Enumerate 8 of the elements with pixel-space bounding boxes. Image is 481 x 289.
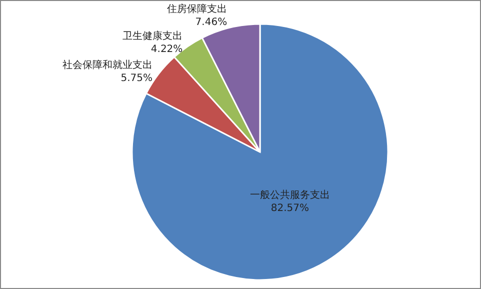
slice-label: 一般公共服务支出: [250, 189, 330, 202]
data-label: 4.22%: [150, 44, 183, 56]
slice-label: 住房保障支出: [167, 3, 228, 16]
slice-label: 卫生健康支出: [122, 30, 183, 42]
data-label: 5.75%: [120, 72, 153, 84]
slice-label: 社会保障和就业支出: [62, 58, 153, 71]
data-label: 7.46%: [195, 17, 228, 28]
data-label: 82.57%: [270, 203, 310, 214]
